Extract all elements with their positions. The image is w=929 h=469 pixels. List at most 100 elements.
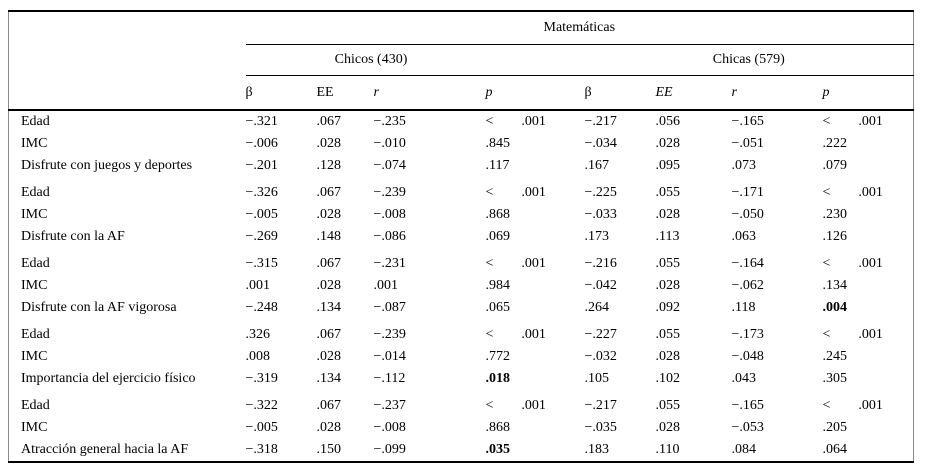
table-cell: −.319 [245,371,278,386]
table-cell: .055 [655,185,681,200]
table-cell: < .001 [485,398,546,413]
table-cell: .028 [655,136,681,151]
table-cell: .095 [655,158,681,173]
table-cell: −.035 [584,420,617,435]
table-cell: .245 [822,349,848,364]
spanner-row-groups: Chicos (430) Chicas (579) [9,44,914,76]
table-cell: .008 [245,349,271,364]
table-cell: −.321 [245,114,278,129]
table-cell: .067 [316,114,342,129]
table-cell: −.322 [245,398,278,413]
row-label: IMC [21,136,48,151]
table-cell: −.225 [584,185,617,200]
table-cell: .055 [655,398,681,413]
table-cell: < .001 [822,327,883,342]
table-cell: .043 [731,371,757,386]
table-cell: < .001 [485,256,546,271]
table-cell: −.237 [373,398,406,413]
table-cell: .065 [485,300,511,315]
table-cell: .105 [584,371,610,386]
table-cell: .028 [316,136,342,151]
table-cell: .069 [485,229,511,244]
table-cell: −.053 [731,420,764,435]
table-cell: −.062 [731,278,764,293]
table-cell: .067 [316,398,342,413]
table-cell: .205 [822,420,848,435]
empty-corner-cell [9,45,246,76]
row-label: Disfrute con juegos y deportes [21,158,193,173]
table-cell: < .001 [822,256,883,271]
table-cell: −.165 [731,398,764,413]
table-row: Edad −.321 .067 −.235 < .001 −.217 .056 −.165 < … [9,110,914,133]
table-cell: .067 [316,185,342,200]
table-cell: −.048 [731,349,764,364]
table-cell: .326 [245,327,271,342]
table-body: Edad −.321 .067 −.235 < .001 −.217 .056 −.165 < … [9,110,914,462]
col-header-p-chicos: p [485,75,585,111]
table-cell: −.173 [731,327,764,342]
table-cell: .067 [316,327,342,342]
table-cell: < .001 [822,114,883,129]
table-cell: .222 [822,136,848,151]
table-cell: −.005 [245,207,278,222]
column-header-row: β EE r p β EE r p [8,75,914,111]
group-header-chicas: Chicas (579) [584,44,914,76]
table-cell: −.171 [731,185,764,200]
table-cell: −.099 [373,442,406,457]
table-cell: .028 [316,420,342,435]
table-cell: −.032 [584,349,617,364]
table-cell: −.217 [584,114,617,129]
row-label: Disfrute con la AF [21,229,125,244]
table-cell: .035 [485,442,511,457]
empty-corner-cell [9,11,246,45]
table-title: Matemáticas [245,11,914,45]
table-cell: .056 [655,114,681,129]
table-cell: .868 [485,420,511,435]
table-cell: .028 [655,278,681,293]
table-cell: −.165 [731,114,764,129]
table-cell: .079 [822,158,848,173]
table-cell: .167 [584,158,610,173]
table-cell: −.164 [731,256,764,271]
table-row: Disfrute con la AF −.269 .148 −.086 .069 .173… [9,226,914,248]
table-cell: .084 [731,442,757,457]
table-cell: −.318 [245,442,278,457]
table-row: IMC .008 .028 −.014 .772 −.032 .028 −.048 .245 [9,346,914,368]
table-cell: .117 [485,158,510,173]
row-label: IMC [21,349,48,364]
table-row: Disfrute con juegos y deportes −.201 .128 −… [9,155,914,177]
table-cell: −.235 [373,114,406,129]
table-cell: .110 [655,442,680,457]
table-cell: −.010 [373,136,406,151]
table-cell: .118 [731,300,756,315]
table-row: Edad −.315 .067 −.231 < .001 −.216 .055 −.164 < … [9,248,914,275]
table-cell: .845 [485,136,511,151]
table-cell: .028 [316,349,342,364]
table-cell: −.201 [245,158,278,173]
table-cell: .148 [316,229,342,244]
table-cell: .001 [245,278,271,293]
col-header-ee-chicas: EE [655,75,732,111]
table-cell: .028 [655,207,681,222]
table-cell: −.239 [373,327,406,342]
table-cell: .055 [655,327,681,342]
table-cell: .028 [655,420,681,435]
table-cell: −.050 [731,207,764,222]
table-cell: .073 [731,158,757,173]
table-cell: −.087 [373,300,406,315]
table-cell: −.216 [584,256,617,271]
table-cell: .134 [316,371,342,386]
table-row: Edad .326 .067 −.239 < .001 −.227 .055 −.173 < .… [9,319,914,346]
table-cell: −.034 [584,136,617,151]
table-cell: .230 [822,207,848,222]
table-cell: .134 [316,300,342,315]
table-cell: −.315 [245,256,278,271]
table-cell: −.014 [373,349,406,364]
table-row: IMC .001 .028 .001 .984 −.042 .028 −.062 .134 [9,275,914,297]
table-cell: −.227 [584,327,617,342]
col-header-beta-chicos: β [245,75,317,111]
row-label: Disfrute con la AF vigorosa [21,300,177,315]
table-cell: .126 [822,229,848,244]
table-cell: −.033 [584,207,617,222]
